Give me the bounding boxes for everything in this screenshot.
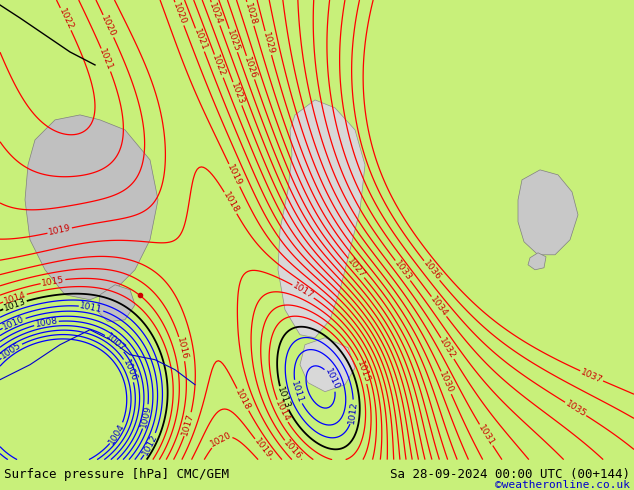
Text: 1007: 1007: [103, 332, 127, 354]
Text: 1032: 1032: [437, 336, 457, 361]
Text: 1018: 1018: [233, 388, 252, 412]
Text: 1014: 1014: [3, 290, 27, 306]
Text: 1017: 1017: [291, 281, 315, 301]
Polygon shape: [25, 115, 158, 300]
Text: 1026: 1026: [243, 55, 259, 80]
Text: 1011: 1011: [79, 301, 103, 315]
Text: 1016: 1016: [175, 337, 189, 361]
Text: 1024: 1024: [207, 1, 224, 26]
Text: Sa 28-09-2024 00:00 UTC (00+144): Sa 28-09-2024 00:00 UTC (00+144): [390, 468, 630, 481]
Text: 1033: 1033: [392, 259, 413, 282]
Polygon shape: [98, 285, 135, 322]
Text: 1020: 1020: [171, 1, 188, 26]
Text: 1017: 1017: [181, 412, 195, 437]
Text: 1020: 1020: [100, 14, 117, 38]
Text: 1014: 1014: [273, 399, 291, 423]
Text: 1019: 1019: [48, 224, 72, 238]
Text: 1029: 1029: [261, 31, 276, 55]
Text: 1006: 1006: [121, 358, 138, 383]
Text: 1036: 1036: [421, 259, 443, 282]
Text: 1022: 1022: [57, 7, 75, 31]
Text: 1011: 1011: [290, 380, 305, 404]
Text: 1030: 1030: [437, 370, 455, 395]
Text: 1021: 1021: [191, 27, 208, 52]
Text: 1010: 1010: [323, 368, 341, 392]
Text: 1008: 1008: [34, 317, 58, 329]
Text: 1010: 1010: [1, 314, 26, 332]
Text: 1020: 1020: [209, 430, 233, 448]
Polygon shape: [278, 100, 365, 338]
Text: 1022: 1022: [210, 54, 227, 78]
Text: 1023: 1023: [229, 81, 245, 106]
Text: Surface pressure [hPa] CMC/GEM: Surface pressure [hPa] CMC/GEM: [4, 468, 229, 481]
Text: 1019: 1019: [252, 437, 273, 461]
Text: 1034: 1034: [429, 294, 450, 319]
Text: 1005: 1005: [0, 341, 23, 361]
Text: 1031: 1031: [476, 423, 496, 447]
Text: 1013: 1013: [275, 386, 292, 411]
Text: 1015: 1015: [355, 360, 371, 384]
Text: 1012: 1012: [347, 400, 359, 424]
Text: 1016: 1016: [281, 439, 304, 462]
Text: 1015: 1015: [41, 275, 65, 288]
Text: 1035: 1035: [564, 399, 588, 419]
Text: 1012: 1012: [141, 432, 160, 457]
Text: 1019: 1019: [225, 163, 243, 188]
Polygon shape: [300, 338, 355, 392]
Text: 1037: 1037: [579, 367, 604, 385]
Text: ©weatheronline.co.uk: ©weatheronline.co.uk: [495, 480, 630, 490]
Text: 1027: 1027: [346, 256, 367, 280]
Polygon shape: [518, 170, 578, 255]
Text: 1018: 1018: [221, 191, 240, 215]
Text: 1021: 1021: [98, 48, 114, 72]
Text: 1013: 1013: [3, 297, 27, 313]
Text: 1004: 1004: [107, 421, 127, 445]
Text: 1028: 1028: [243, 1, 258, 26]
Text: 1009: 1009: [139, 404, 153, 429]
Text: 1025: 1025: [225, 28, 242, 53]
Polygon shape: [528, 253, 546, 270]
